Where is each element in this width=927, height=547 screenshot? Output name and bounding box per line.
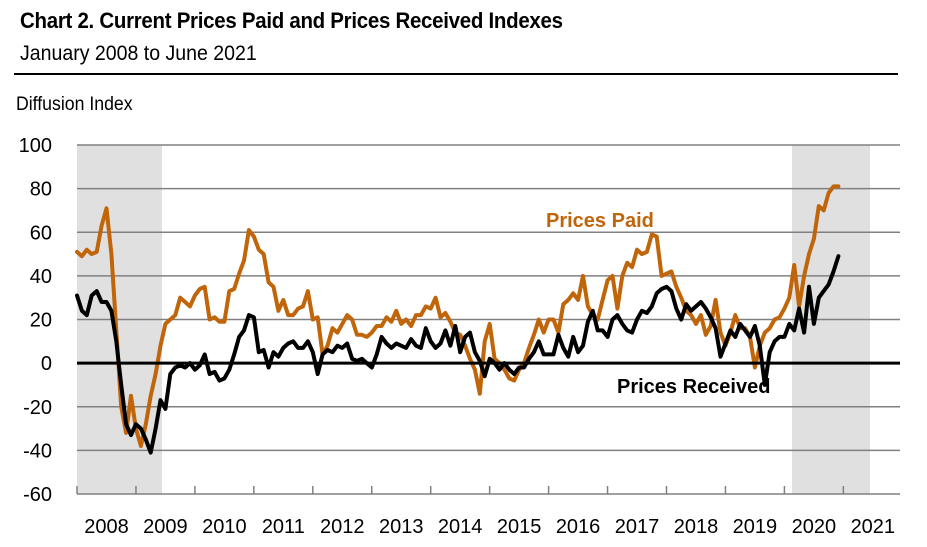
- x-tick-label: 2021: [851, 516, 896, 538]
- title-divider: [14, 73, 898, 75]
- x-tick-label: 2014: [438, 516, 483, 538]
- prices-paid-label: Prices Paid: [546, 210, 654, 232]
- series-lines: [75, 184, 900, 455]
- y-tick-label: 60: [30, 222, 52, 244]
- x-tick-label: 2018: [674, 516, 719, 538]
- y-axis-ticks: 100 80 60 40 20 0 -20 -40 -60: [19, 135, 52, 506]
- x-tick-label: 2016: [556, 516, 601, 538]
- x-tick-label: 2011: [262, 516, 305, 538]
- gridlines: [77, 144, 900, 495]
- x-tick-label: 2013: [379, 516, 424, 538]
- x-tick-label: 2019: [733, 516, 778, 538]
- y-tick-label: 80: [30, 179, 52, 201]
- x-tick-label: 2009: [143, 516, 188, 538]
- y-tick-label: 100: [19, 135, 52, 157]
- y-tick-label: 20: [30, 310, 52, 332]
- x-tick-label: 2012: [320, 516, 365, 538]
- y-tick-label: -20: [23, 397, 52, 419]
- y-tick-label: 40: [30, 266, 52, 288]
- x-tick-label: 2010: [202, 516, 247, 538]
- x-axis-ticks: 2008 2009 2010 2011 2012 2013 2014 2015 2016 2017…: [76, 486, 896, 538]
- x-tick-label: 2008: [84, 516, 129, 538]
- prices-received-line: [75, 254, 841, 455]
- x-tick-label: 2015: [497, 516, 542, 538]
- y-axis-label: Diffusion Index: [16, 94, 133, 115]
- x-tick-label: 2017: [615, 516, 660, 538]
- y-tick-label: 0: [41, 353, 52, 375]
- y-tick-label: -40: [23, 440, 52, 462]
- chart-title: Chart 2. Current Prices Paid and Prices …: [20, 8, 563, 33]
- chart-subtitle: January 2008 to June 2021: [20, 42, 257, 65]
- y-tick-label: -60: [23, 484, 52, 506]
- x-tick-label: 2020: [792, 516, 837, 538]
- prices-received-label: Prices Received: [617, 376, 770, 398]
